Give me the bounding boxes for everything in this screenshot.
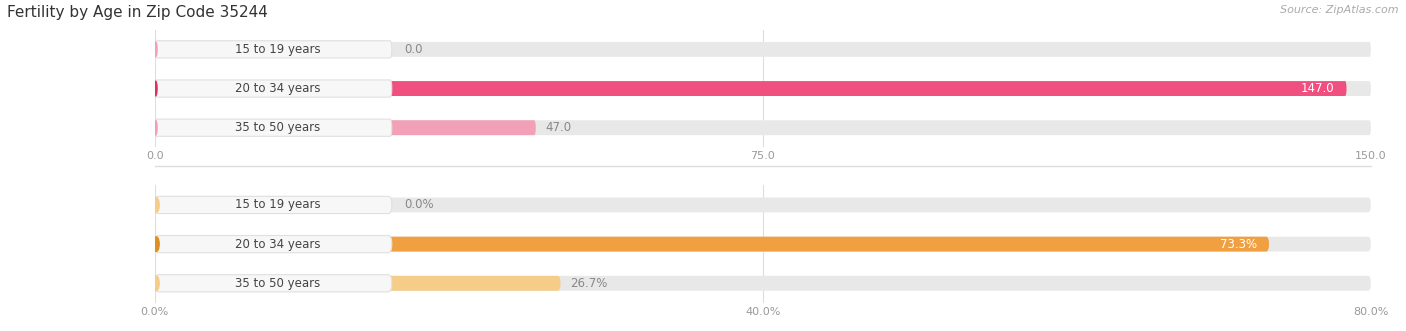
Circle shape: [155, 81, 157, 96]
FancyBboxPatch shape: [155, 120, 1371, 135]
Text: 147.0: 147.0: [1301, 82, 1334, 95]
FancyBboxPatch shape: [155, 42, 1371, 57]
Circle shape: [155, 120, 157, 135]
Circle shape: [153, 237, 159, 252]
Text: 0.0: 0.0: [404, 43, 422, 56]
FancyBboxPatch shape: [155, 235, 392, 253]
Text: 20 to 34 years: 20 to 34 years: [235, 238, 321, 251]
FancyBboxPatch shape: [155, 237, 1371, 252]
FancyBboxPatch shape: [155, 196, 392, 213]
Text: Source: ZipAtlas.com: Source: ZipAtlas.com: [1281, 5, 1399, 15]
Text: 47.0: 47.0: [546, 121, 572, 134]
Text: 15 to 19 years: 15 to 19 years: [235, 199, 321, 212]
FancyBboxPatch shape: [155, 276, 561, 291]
FancyBboxPatch shape: [155, 198, 1371, 213]
Text: 35 to 50 years: 35 to 50 years: [235, 121, 321, 134]
Text: 26.7%: 26.7%: [571, 277, 607, 290]
Text: 73.3%: 73.3%: [1220, 238, 1257, 251]
FancyBboxPatch shape: [155, 81, 1347, 96]
Text: 35 to 50 years: 35 to 50 years: [235, 277, 321, 290]
FancyBboxPatch shape: [155, 237, 1270, 252]
Text: 0.0%: 0.0%: [404, 199, 433, 212]
Circle shape: [155, 42, 157, 57]
Text: 15 to 19 years: 15 to 19 years: [235, 43, 321, 56]
Text: 20 to 34 years: 20 to 34 years: [235, 82, 321, 95]
FancyBboxPatch shape: [155, 80, 392, 97]
FancyBboxPatch shape: [155, 275, 392, 292]
Text: Fertility by Age in Zip Code 35244: Fertility by Age in Zip Code 35244: [7, 5, 269, 20]
FancyBboxPatch shape: [155, 41, 392, 58]
FancyBboxPatch shape: [155, 276, 1371, 291]
FancyBboxPatch shape: [155, 120, 536, 135]
FancyBboxPatch shape: [155, 81, 1371, 96]
Circle shape: [153, 198, 159, 212]
FancyBboxPatch shape: [155, 119, 392, 136]
Circle shape: [153, 276, 159, 291]
